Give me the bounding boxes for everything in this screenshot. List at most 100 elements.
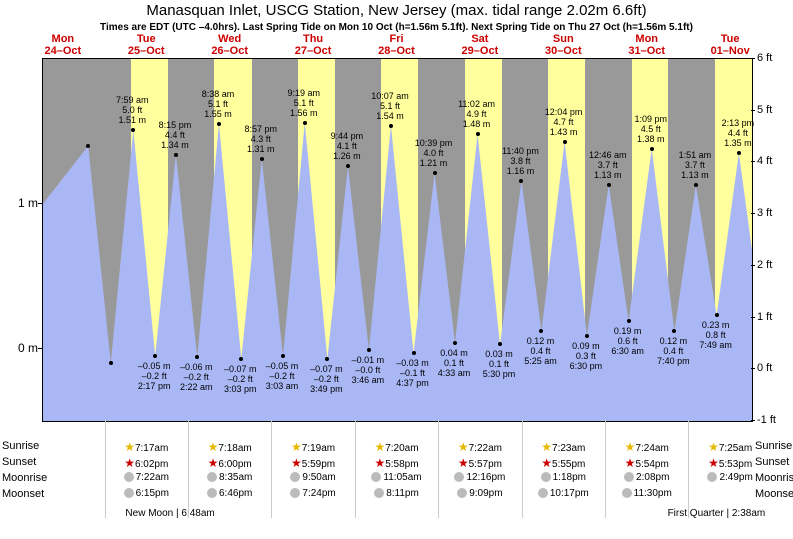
tide-point	[389, 124, 393, 128]
astro-cell-moonrise: 7:22am	[107, 472, 185, 483]
astro-cell-moonset: 10:17pm	[524, 488, 602, 499]
astro-cell-sunset: ★6:02pm	[107, 456, 185, 470]
tide-annotation: 8:38 am5.1 ft1.55 m	[193, 89, 243, 119]
tide-point	[737, 151, 741, 155]
astro-cell-sunset: ★5:54pm	[608, 456, 686, 470]
chart-title: Manasquan Inlet, USCG Station, New Jerse…	[0, 2, 793, 19]
y-tick-right: 4 ft	[757, 155, 787, 167]
tide-annotation: 0.12 m0.4 ft5:25 am	[515, 336, 565, 366]
astro-cell-sunrise: ★7:20am	[358, 440, 436, 454]
astro-cell-moonset: 11:30pm	[608, 488, 686, 499]
y-tick-right: 3 ft	[757, 207, 787, 219]
y-tick-right: 0 ft	[757, 362, 787, 374]
y-tick-right: -1 ft	[757, 414, 787, 426]
tide-point	[563, 140, 567, 144]
tide-annotation: 10:39 pm4.0 ft1.21 m	[409, 138, 459, 168]
astro-cell-sunrise: ★7:23am	[524, 440, 602, 454]
chart-subtitle: Times are EDT (UTC –4.0hrs). Last Spring…	[0, 22, 793, 33]
date-label: Fri28–Oct	[367, 33, 427, 57]
tide-point	[303, 121, 307, 125]
astro-cell-sunrise: ★7:19am	[274, 440, 352, 454]
astro-cell-moonset: 6:46pm	[191, 488, 269, 499]
tide-point	[367, 348, 371, 352]
astro-cell-moonset: 9:09pm	[441, 488, 519, 499]
tide-point	[694, 183, 698, 187]
tide-point	[476, 132, 480, 136]
tide-annotation: –0.06 m–0.2 ft2:22 am	[171, 362, 221, 392]
tide-point	[433, 171, 437, 175]
astro-cell-sunset: ★5:59pm	[274, 456, 352, 470]
tide-point	[412, 351, 416, 355]
y-tick-right: 2 ft	[757, 259, 787, 271]
astro-row-label: Moonset	[2, 488, 44, 500]
date-label: Wed26–Oct	[200, 33, 260, 57]
y-tick-right: 1 ft	[757, 311, 787, 323]
astro-cell-moonrise: 8:35am	[191, 472, 269, 483]
date-label: Tue01–Nov	[700, 33, 760, 57]
astro-cell-moonrise: 2:49pm	[691, 472, 769, 483]
astro-cell-moonrise: 11:05am	[358, 472, 436, 483]
astro-cell-moonset: 8:11pm	[358, 488, 436, 499]
date-label: Thu27–Oct	[283, 33, 343, 57]
astro-row-label: Sunrise	[2, 440, 39, 452]
astro-cell-sunset: ★5:53pm	[691, 456, 769, 470]
tide-annotation: 0.23 m0.8 ft7:49 am	[691, 320, 741, 350]
astro-cell-sunset: ★6:00pm	[191, 456, 269, 470]
astro-cell-moonrise: 2:08pm	[608, 472, 686, 483]
tide-annotation: –0.01 m–0.0 ft3:46 am	[343, 355, 393, 385]
astro-cell-sunrise: ★7:25am	[691, 440, 769, 454]
tide-annotation: 1:09 pm4.5 ft1.38 m	[626, 114, 676, 144]
tide-point	[346, 164, 350, 168]
tide-point	[715, 313, 719, 317]
date-label: Tue25–Oct	[116, 33, 176, 57]
astro-cell-moonset: 7:24pm	[274, 488, 352, 499]
date-label: Sun30–Oct	[533, 33, 593, 57]
tide-annotation: 12:46 am3.7 ft1.13 m	[583, 150, 633, 180]
tide-point	[650, 147, 654, 151]
tide-annotation: 2:13 pm4.4 ft1.35 m	[713, 118, 763, 148]
date-label: Mon24–Oct	[33, 33, 93, 57]
tide-point	[109, 361, 113, 365]
tide-chart-root: Manasquan Inlet, USCG Station, New Jerse…	[0, 0, 793, 539]
astro-cell-sunrise: ★7:22am	[441, 440, 519, 454]
astro-cell-moonrise: 9:50am	[274, 472, 352, 483]
tide-annotation: 11:40 pm3.8 ft1.16 m	[495, 146, 545, 176]
tide-point	[153, 354, 157, 358]
y-tick-right: 5 ft	[757, 104, 787, 116]
tide-annotation: 10:07 am5.1 ft1.54 m	[365, 91, 415, 121]
tide-point	[174, 153, 178, 157]
tide-annotation: 12:04 pm4.7 ft1.43 m	[539, 107, 589, 137]
tide-annotation: 9:19 am5.1 ft1.56 m	[279, 88, 329, 118]
tide-annotation: 8:15 pm4.4 ft1.34 m	[150, 120, 200, 150]
moon-phase-label: First Quarter | 2:38am	[668, 508, 766, 519]
astro-row-label: Moonrise	[2, 472, 47, 484]
astro-cell-sunrise: ★7:17am	[107, 440, 185, 454]
moon-phase-label: New Moon | 6:48am	[125, 508, 214, 519]
astro-cell-sunset: ★5:55pm	[524, 456, 602, 470]
tide-annotation: 0.19 m0.6 ft6:30 am	[603, 326, 653, 356]
astro-cell-moonset: 6:15pm	[107, 488, 185, 499]
tide-point	[453, 341, 457, 345]
tide-point	[281, 354, 285, 358]
astro-cell-moonrise: 1:18pm	[524, 472, 602, 483]
y-tick-left: 0 m	[8, 341, 38, 355]
tide-point	[260, 157, 264, 161]
tide-annotation: 8:57 pm4.3 ft1.31 m	[236, 124, 286, 154]
tide-point	[607, 183, 611, 187]
astro-cell-sunrise: ★7:24am	[608, 440, 686, 454]
astro-row-label: Moonset	[755, 488, 793, 500]
tide-point	[627, 319, 631, 323]
y-tick-right: 6 ft	[757, 52, 787, 64]
date-label: Mon31–Oct	[617, 33, 677, 57]
astro-row-label: Sunset	[2, 456, 36, 468]
astro-cell-sunset: ★5:57pm	[441, 456, 519, 470]
astro-cell-sunset: ★5:58pm	[358, 456, 436, 470]
tide-annotation: 0.04 m0.1 ft4:33 am	[429, 348, 479, 378]
astro-cell-moonrise: 12:16pm	[441, 472, 519, 483]
tide-annotation: 11:02 am4.9 ft1.48 m	[452, 99, 502, 129]
astro-cell-sunrise: ★7:18am	[191, 440, 269, 454]
tide-annotation: 1:51 am3.7 ft1.13 m	[670, 150, 720, 180]
y-tick-left: 1 m	[8, 196, 38, 210]
tide-annotation: –0.05 m–0.2 ft3:03 am	[257, 361, 307, 391]
date-label: Sat29–Oct	[450, 33, 510, 57]
